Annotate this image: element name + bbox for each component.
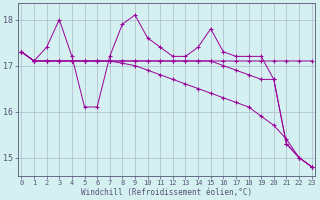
X-axis label: Windchill (Refroidissement éolien,°C): Windchill (Refroidissement éolien,°C) [81, 188, 252, 197]
